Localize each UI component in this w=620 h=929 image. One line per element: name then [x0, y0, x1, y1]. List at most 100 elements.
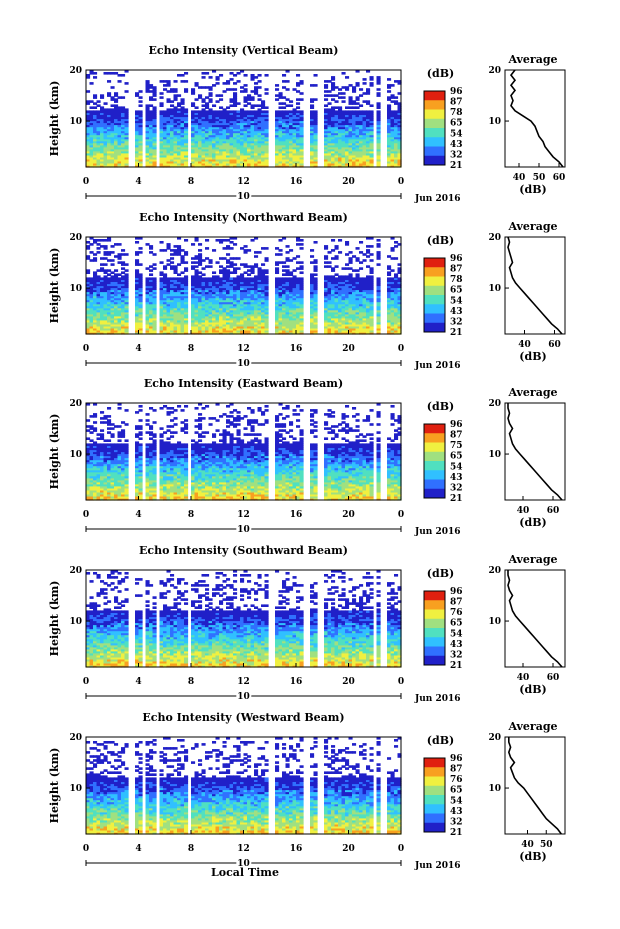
- heatmap-cell: [117, 165, 122, 168]
- heatmap-cell: [135, 146, 140, 150]
- heatmap-cell: [184, 112, 189, 115]
- heatmap-cell: [93, 126, 98, 130]
- heatmap-cell: [100, 332, 105, 335]
- heatmap-cell: [135, 299, 140, 303]
- heatmap-cell: [264, 126, 269, 130]
- heatmap-cell: [215, 313, 220, 317]
- heatmap-cell: [327, 102, 332, 105]
- heatmap-cell: [86, 309, 91, 313]
- heatmap-cell: [114, 150, 119, 154]
- heatmap-cell: [292, 110, 297, 113]
- heatmap-cell: [247, 148, 252, 152]
- heatmap-cell: [100, 120, 105, 124]
- heatmap-cell: [177, 307, 182, 311]
- heatmap-cell: [331, 130, 336, 134]
- heatmap-cell: [93, 128, 98, 132]
- heatmap-cell: [257, 287, 262, 291]
- heatmap-cell: [282, 295, 287, 299]
- heatmap-cell: [226, 245, 231, 248]
- heatmap-cell: [275, 154, 280, 158]
- heatmap-cell: [331, 275, 336, 278]
- heatmap-cell: [170, 116, 175, 120]
- heatmap-cell: [173, 269, 178, 272]
- heatmap-cell: [107, 279, 112, 282]
- heatmap-cell: [250, 106, 255, 109]
- heatmap-cell: [257, 94, 262, 97]
- heatmap-cell: [282, 237, 287, 240]
- heatmap-cell: [257, 165, 262, 168]
- heatmap-cell: [138, 285, 143, 289]
- heatmap-cell: [177, 165, 182, 168]
- heatmap-cell: [313, 74, 318, 77]
- heatmap-cell: [310, 156, 315, 160]
- heatmap-cell: [387, 160, 392, 164]
- heatmap-cell: [201, 146, 206, 150]
- heatmap-cell: [310, 163, 315, 166]
- heatmap-cell: [240, 138, 245, 142]
- heatmap-cell: [86, 132, 91, 136]
- heatmap-cell: [103, 281, 108, 285]
- heatmap-cell: [215, 285, 220, 289]
- heatmap-cell: [149, 265, 154, 268]
- heatmap-cell: [243, 126, 248, 130]
- heatmap-cell: [149, 289, 154, 293]
- heatmap-cell: [135, 319, 140, 323]
- heatmap-cell: [313, 136, 318, 140]
- heatmap-cell: [289, 152, 294, 156]
- heatmap-cell: [198, 150, 203, 154]
- heatmap-cell: [247, 307, 252, 311]
- heatmap-cell: [366, 110, 371, 113]
- heatmap-cell: [222, 311, 227, 315]
- heatmap-cell: [222, 297, 227, 301]
- heatmap-cell: [345, 163, 350, 166]
- heatmap-cell: [327, 120, 332, 124]
- heatmap-cell: [240, 325, 245, 329]
- heatmap-cell: [257, 332, 262, 335]
- heatmap-cell: [240, 263, 245, 266]
- heatmap-cell: [173, 253, 178, 256]
- heatmap-cell: [145, 110, 150, 113]
- heatmap-cell: [352, 106, 357, 109]
- heatmap-cell: [89, 163, 94, 166]
- heatmap-cell: [250, 303, 255, 307]
- heatmap-cell: [240, 86, 245, 89]
- heatmap-cell: [152, 289, 157, 293]
- heatmap-cell: [352, 110, 357, 113]
- heatmap-cell: [163, 154, 168, 158]
- heatmap-cell: [219, 106, 224, 109]
- heatmap-cell: [285, 257, 290, 260]
- heatmap-cell: [152, 319, 157, 323]
- heatmap-cell: [331, 152, 336, 156]
- heatmap-cell: [296, 120, 301, 124]
- heatmap-cell: [159, 285, 164, 289]
- heatmap-cell: [278, 150, 283, 154]
- heatmap-cell: [166, 112, 171, 115]
- heatmap-cell: [240, 158, 245, 162]
- heatmap-cell: [138, 154, 143, 158]
- heatmap-cell: [191, 130, 196, 134]
- heatmap-cell: [289, 277, 294, 280]
- heatmap-cell: [100, 239, 105, 242]
- heatmap-cell: [208, 299, 213, 303]
- heatmap-cell: [212, 281, 217, 285]
- heatmap-cell: [219, 241, 224, 244]
- heatmap-cell: [282, 293, 287, 297]
- heatmap-cell: [89, 72, 94, 75]
- heatmap-cell: [338, 132, 343, 136]
- heatmap-cell: [163, 293, 168, 297]
- heatmap-cell: [184, 267, 189, 270]
- heatmap-cell: [394, 112, 399, 115]
- heatmap-cell: [282, 158, 287, 162]
- heatmap-cell: [117, 110, 122, 113]
- heatmap-cell: [145, 163, 150, 166]
- heatmap-cell: [170, 330, 175, 333]
- heatmap-cell: [212, 116, 217, 120]
- month-label: Jun 2016: [414, 194, 461, 204]
- heatmap-cell: [201, 118, 206, 122]
- heatmap-cell: [173, 134, 178, 138]
- heatmap-cell: [257, 138, 262, 142]
- heatmap-cell: [226, 265, 231, 268]
- heatmap-cell: [250, 285, 255, 289]
- heatmap-cell: [338, 156, 343, 160]
- heatmap-cell: [93, 116, 98, 120]
